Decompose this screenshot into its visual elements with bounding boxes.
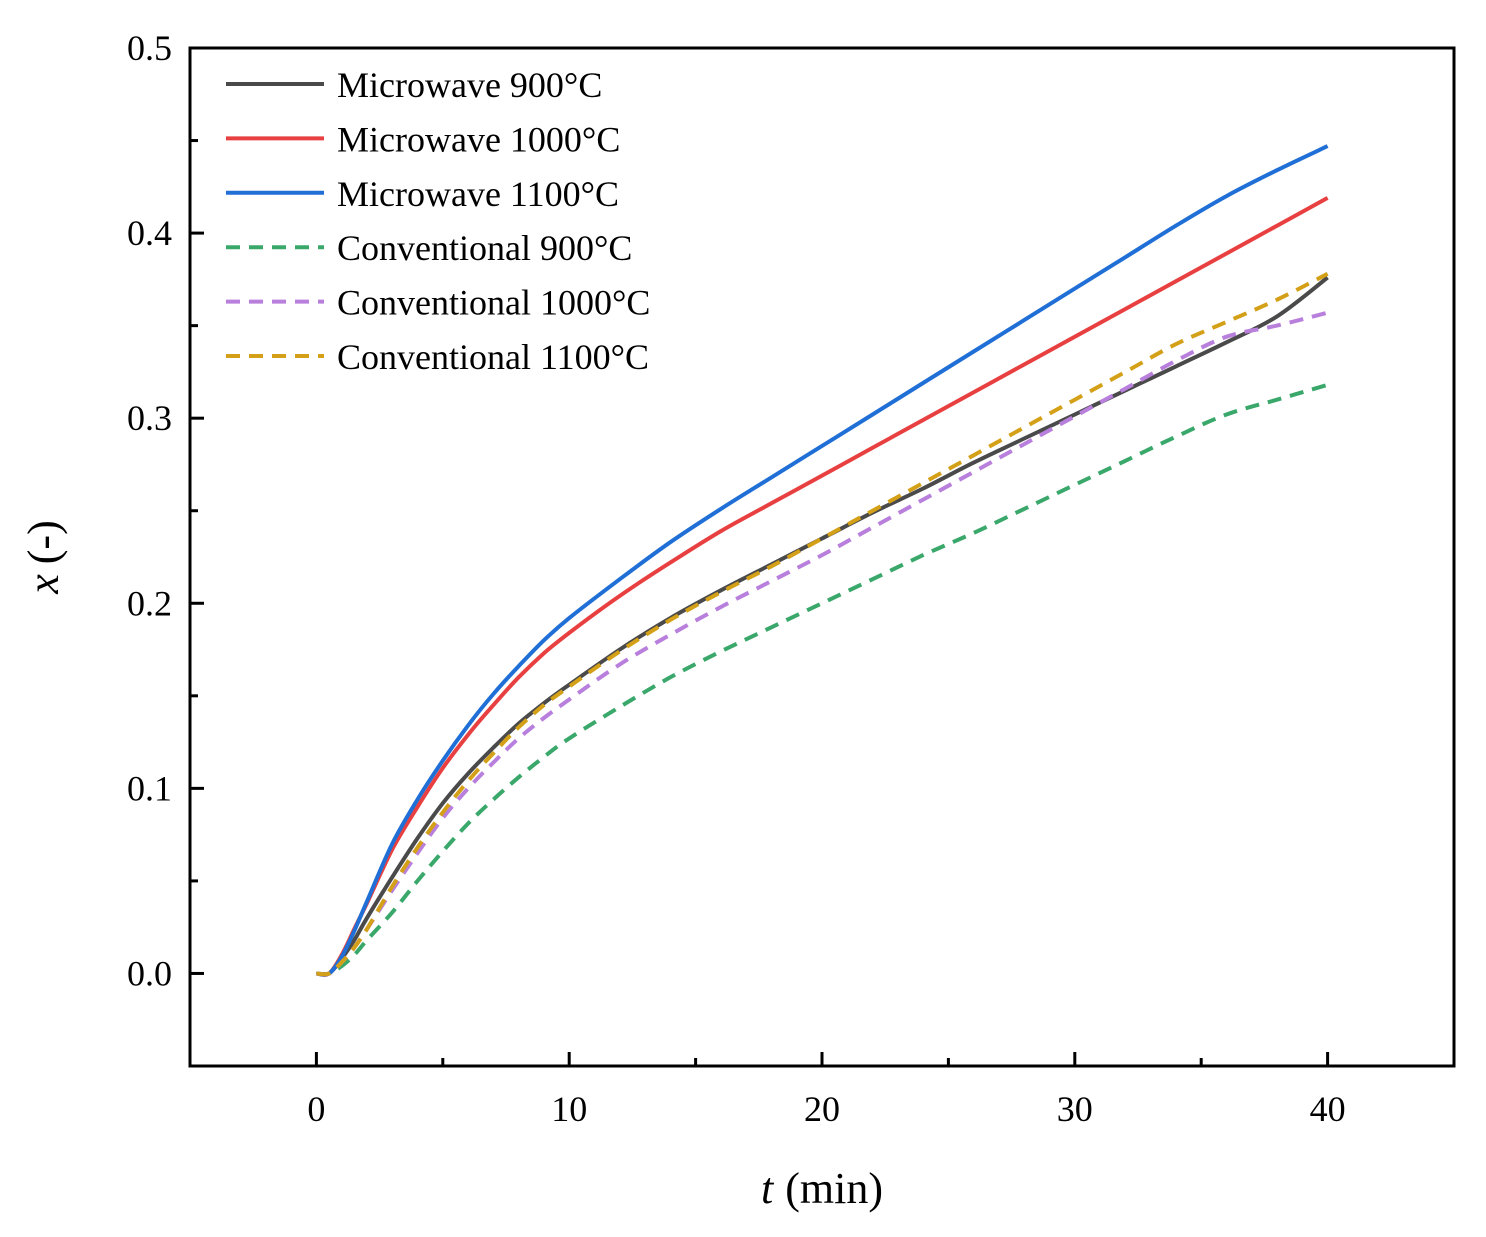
series-line-microwave-1100-c xyxy=(316,144,1329,977)
y-tick-label: 0.1 xyxy=(127,768,172,808)
legend: Microwave 900°C Microwave 1000°C Microwave… xyxy=(226,65,650,377)
y-tick-label: 0.3 xyxy=(127,398,172,438)
x-tick-label: 20 xyxy=(804,1089,840,1129)
legend-label: Conventional 1000°C xyxy=(337,283,650,323)
series-line-conventional-1100-c xyxy=(316,272,1329,977)
x-tick-label: 0 xyxy=(307,1089,325,1129)
series-layer xyxy=(316,144,1329,977)
x-tick-label: 40 xyxy=(1310,1089,1346,1129)
legend-label: Microwave 1100°C xyxy=(337,174,619,214)
axes-layer: 0 10 20 30 40 0.0 0.1 0.2 0.3 0.4 0.5 xyxy=(127,28,1346,1129)
y-axis-unit: (-) xyxy=(19,520,68,564)
y-axis-variable: x xyxy=(19,574,68,595)
x-axis-variable: t xyxy=(761,1164,775,1213)
y-axis-label: x (-) xyxy=(19,520,68,595)
x-tick-label: 10 xyxy=(551,1089,587,1129)
legend-label: Conventional 1100°C xyxy=(337,337,649,377)
series-line-conventional-900-c xyxy=(316,382,1329,977)
legend-label: Microwave 900°C xyxy=(337,65,602,105)
legend-label: Microwave 1000°C xyxy=(337,119,620,159)
x-axis-unit: (min) xyxy=(785,1164,883,1213)
x-tick-label: 30 xyxy=(1057,1089,1093,1129)
y-tick-label: 0.2 xyxy=(127,583,172,623)
y-tick-label: 0.0 xyxy=(127,953,172,993)
x-axis-label: t (min) xyxy=(761,1164,883,1213)
series-line-microwave-900-c xyxy=(316,275,1329,977)
legend-label: Conventional 900°C xyxy=(337,228,632,268)
series-line-conventional-1000-c xyxy=(316,310,1329,977)
y-tick-label: 0.5 xyxy=(127,28,172,68)
y-tick-label: 0.4 xyxy=(127,213,172,253)
